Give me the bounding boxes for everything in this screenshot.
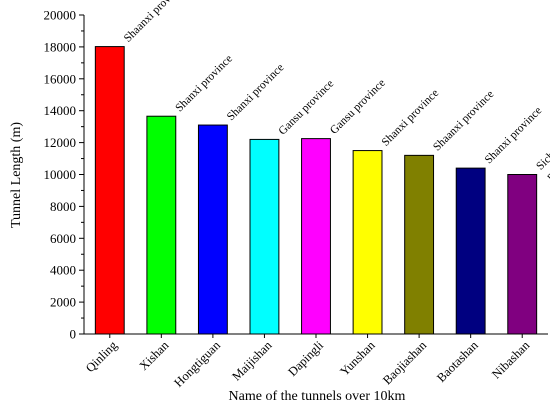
y-tick-label: 16000 xyxy=(44,71,77,86)
bar-dapingli xyxy=(301,138,331,335)
bar-nibashan xyxy=(507,174,538,335)
bar-xishan xyxy=(146,115,177,335)
y-tick-label: 12000 xyxy=(44,135,77,150)
x-category-label: Maijishan xyxy=(229,338,275,384)
province-annotation: Shanxi province xyxy=(173,53,235,115)
bar-maijishan xyxy=(249,138,280,335)
province-annotation: Shaanxi province xyxy=(431,88,496,153)
y-tick-label: 6000 xyxy=(50,231,76,246)
province-annotation-line: Sichuan xyxy=(534,138,550,173)
province-annotation-line: Shanxi province xyxy=(380,87,442,149)
bar-yunshan xyxy=(352,150,383,335)
province-annotation: Gansu province xyxy=(328,77,388,137)
y-tick-label: 8000 xyxy=(50,199,76,214)
bars-group xyxy=(94,46,538,335)
province-annotation: Shanxi province xyxy=(483,105,545,167)
x-category-labels-group: Qinling Xishan Hongtiguan Maijishan Dapingli… xyxy=(83,334,533,390)
province-annotation: Shaanxi province xyxy=(122,0,187,45)
province-annotation-line: Shanxi province xyxy=(173,53,235,115)
bar-qinling xyxy=(94,46,125,335)
y-tick-label: 10000 xyxy=(44,167,77,182)
province-annotation: Shanxi province xyxy=(380,87,442,149)
x-category-label: Qinling xyxy=(83,338,120,375)
bar-hongtiguan xyxy=(197,124,228,335)
province-annotation: Shanxi province xyxy=(225,62,287,124)
province-annotation-line: Shaanxi province xyxy=(122,0,187,45)
y-tick-label: 2000 xyxy=(50,295,76,310)
bar-baojiashan xyxy=(404,154,435,335)
y-ticks-group: 0 2000 4000 6000 8000 10000 12000 14000 16000 180… xyxy=(44,8,84,342)
province-annotation-line: Shanxi province xyxy=(225,62,287,124)
province-annotation-line: Gansu province xyxy=(328,77,388,137)
x-category-label: Baojiashan xyxy=(380,338,430,388)
y-tick-label: 18000 xyxy=(44,39,77,54)
province-annotation-line: Shaanxi province xyxy=(431,88,496,153)
x-category-label: Baotashan xyxy=(434,338,481,385)
x-category-label: Xishan xyxy=(137,338,172,373)
y-tick-label: 4000 xyxy=(50,263,76,278)
x-axis-title: Name of the tunnels over 10km xyxy=(229,389,406,404)
y-tick-label: 20000 xyxy=(44,8,77,23)
x-category-label: Nibashan xyxy=(489,338,533,382)
x-category-label: Yunshan xyxy=(337,338,378,379)
x-category-label: Dapingli xyxy=(285,338,326,379)
y-axis-title: Tunnel Length (m) xyxy=(9,122,24,228)
y-tick-label: 0 xyxy=(70,327,77,342)
x-category-label: Hongtiguan xyxy=(171,338,223,390)
bar-baotashan xyxy=(455,167,486,335)
province-annotation-line: Shanxi province xyxy=(483,105,545,167)
y-tick-label: 14000 xyxy=(44,103,77,118)
